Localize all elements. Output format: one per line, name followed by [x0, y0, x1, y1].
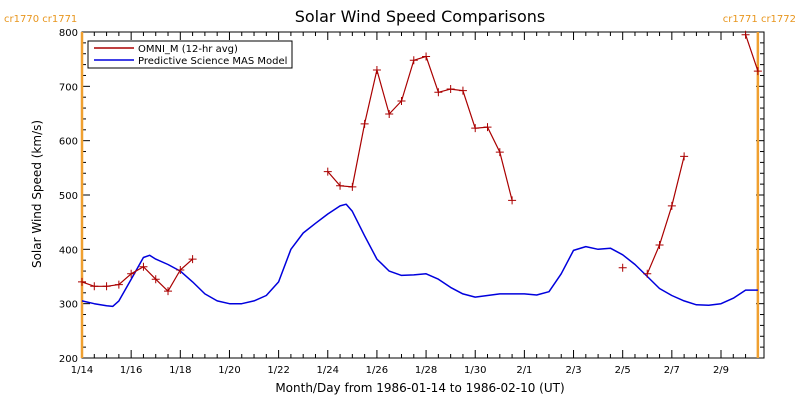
x-tick-label: 1/24 [317, 365, 339, 376]
series-line-omni [646, 156, 685, 275]
data-point-omni [164, 287, 173, 296]
y-tick-label: 400 [59, 245, 78, 256]
data-point-omni [458, 86, 467, 95]
data-point-omni [667, 201, 676, 210]
data-point-omni [643, 269, 652, 278]
data-point-omni [397, 97, 406, 106]
data-point-omni [139, 262, 148, 271]
x-tick-label: 1/14 [71, 365, 93, 376]
data-point-omni [508, 196, 517, 205]
data-point-omni [176, 265, 185, 274]
x-tick-label: 2/7 [664, 365, 680, 376]
data-point-omni [409, 56, 418, 65]
x-axis-label: Month/Day from 1986-01-14 to 1986-02-10 … [275, 381, 564, 395]
data-point-omni [422, 52, 431, 61]
legend-label-omni: OMNI_M (12-hr avg) [138, 44, 238, 55]
data-point-omni [360, 119, 369, 128]
x-tick-label: 2/3 [565, 365, 581, 376]
cr-boundary-label: cr1771 cr1772 [723, 14, 796, 25]
series-line-omni [327, 55, 513, 201]
y-tick-label: 300 [59, 300, 78, 311]
y-tick-label: 200 [59, 354, 78, 365]
x-tick-label: 1/26 [366, 365, 388, 376]
carrington-boundaries: cr1770 cr1771 cr1771 cr1772 [4, 14, 796, 358]
series-line-omni [745, 34, 759, 72]
data-point-omni [114, 280, 123, 289]
chart-title: Solar Wind Speed Comparisons [295, 7, 546, 26]
data-point-omni [483, 123, 492, 132]
legend-box [87, 40, 293, 69]
x-tick-label: 1/20 [218, 365, 240, 376]
x-tick-label: 1/16 [120, 365, 142, 376]
y-tick-label: 600 [59, 137, 78, 148]
data-point-omni [385, 110, 394, 119]
y-tick-label: 500 [59, 191, 78, 202]
data-point-omni [348, 182, 357, 191]
legend-label-model: Predictive Science MAS Model [138, 56, 287, 67]
x-tick-label: 1/18 [169, 365, 191, 376]
x-tick-label: 1/30 [464, 365, 486, 376]
series-line-omni [81, 258, 193, 293]
data-point-omni [680, 152, 689, 161]
series-line-model [81, 203, 758, 308]
data-point-omni [127, 269, 136, 278]
x-tick-label: 1/22 [267, 365, 289, 376]
data-point-omni [188, 255, 197, 264]
legend: OMNI_M (12-hr avg) Predictive Science MA… [87, 40, 293, 69]
x-tick-label: 1/28 [415, 365, 437, 376]
x-tick-label: 2/9 [713, 365, 729, 376]
x-tick-label: 2/1 [516, 365, 532, 376]
data-point-omni [90, 282, 99, 291]
y-axis-label: Solar Wind Speed (km/s) [30, 120, 44, 268]
x-tick-label: 2/5 [615, 365, 631, 376]
data-point-omni [336, 181, 345, 190]
data-point-omni [741, 30, 750, 39]
axis-ticks: 200 300 400 500 600 700 800 1/14 1/16 1/18 1/20 1/2… [59, 28, 764, 376]
y-tick-label: 800 [59, 28, 78, 39]
data-point-omni [434, 88, 443, 97]
data-point-omni [102, 282, 111, 291]
data-point-omni [446, 85, 455, 94]
cr-boundary-label: cr1770 cr1771 [4, 14, 77, 25]
data-point-omni [471, 124, 480, 133]
data-point-omni [495, 148, 504, 157]
plot-frame [81, 31, 765, 359]
data-point-omni [618, 263, 627, 272]
data-series [78, 30, 762, 308]
data-point-omni [372, 66, 381, 75]
y-tick-label: 700 [59, 82, 78, 93]
data-point-omni [151, 275, 160, 284]
data-point-omni [655, 240, 664, 249]
data-point-omni [78, 277, 86, 286]
data-point-omni [323, 167, 332, 176]
data-point-omni [753, 67, 762, 76]
